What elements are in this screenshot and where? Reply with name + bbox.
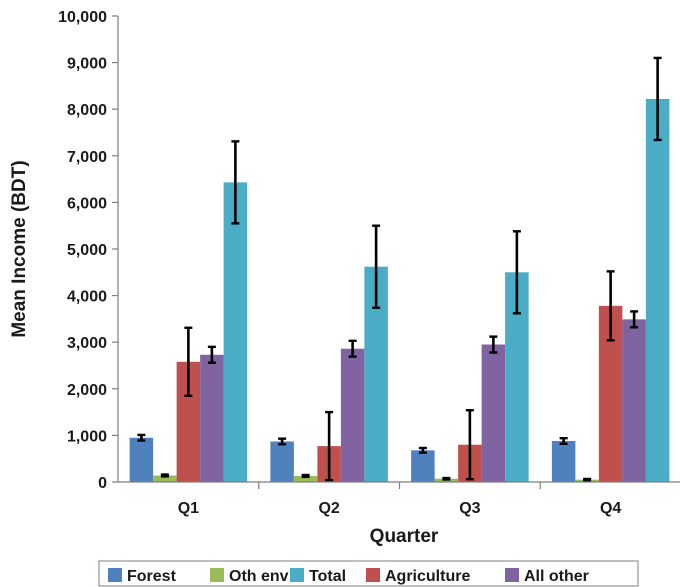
legend-swatch-oth-env <box>210 568 224 582</box>
x-tick-label: Q2 <box>318 500 339 517</box>
y-tick-label: 5,000 <box>67 242 107 259</box>
bar-oth-env-q1 <box>153 475 177 482</box>
bar-all-other-q2 <box>340 348 365 482</box>
bar-agriculture-q1 <box>176 361 201 482</box>
bar-all-other-q3 <box>481 344 506 482</box>
y-axis-ticks: 0 1,000 2,000 3,000 4,000 5,000 6,000 7,000 8,00… <box>58 9 118 492</box>
legend-swatch-total <box>290 568 304 582</box>
bar-forest-q1 <box>129 437 154 482</box>
bar-total-q3 <box>505 272 529 482</box>
bar-forest-q3 <box>411 450 435 482</box>
legend-label-total: Total <box>309 568 346 585</box>
bar-forest-q4 <box>551 440 576 482</box>
x-axis-ticks: Q1 Q2 Q3 Q4 <box>178 482 621 517</box>
y-tick-label: 3,000 <box>67 335 107 352</box>
legend: Forest Oth env Total Agriculture All other <box>98 560 639 587</box>
legend-label-all-other: All other <box>524 568 589 585</box>
y-tick-label: 8,000 <box>67 102 107 119</box>
error-bars <box>137 56 662 482</box>
y-tick-label: 10,000 <box>58 9 107 26</box>
y-tick-label: 6,000 <box>67 195 107 212</box>
bar-all-other-q4 <box>622 319 646 482</box>
bar-total-q1 <box>223 182 248 482</box>
bar-agriculture-q4 <box>598 305 623 482</box>
y-axis-title: Mean Income (BDT) <box>9 160 30 337</box>
y-tick-label: 7,000 <box>67 149 107 166</box>
y-tick-label: 0 <box>98 475 107 492</box>
legend-swatch-all-other <box>505 568 519 582</box>
y-tick-label: 9,000 <box>67 56 107 73</box>
legend-swatch-agriculture <box>366 568 380 582</box>
y-tick-label: 1,000 <box>67 428 107 445</box>
x-axis-title: Quarter <box>370 526 439 547</box>
bar-total-q2 <box>364 266 388 482</box>
x-tick-label: Q1 <box>178 500 199 517</box>
x-tick-label: Q3 <box>459 500 480 517</box>
bar-all-other-q1 <box>200 354 224 482</box>
legend-label-forest: Forest <box>127 568 177 585</box>
bar-total-q4 <box>645 98 670 482</box>
bars <box>129 98 670 482</box>
y-tick-label: 2,000 <box>67 382 107 399</box>
x-tick-label: Q4 <box>600 500 621 517</box>
bar-oth-env-q2 <box>293 475 318 482</box>
bar-forest-q2 <box>270 441 294 482</box>
legend-label-agriculture: Agriculture <box>385 568 470 585</box>
y-tick-label: 4,000 <box>67 289 107 306</box>
legend-swatch-forest <box>108 568 122 582</box>
legend-label-oth-env: Oth env <box>229 568 289 585</box>
